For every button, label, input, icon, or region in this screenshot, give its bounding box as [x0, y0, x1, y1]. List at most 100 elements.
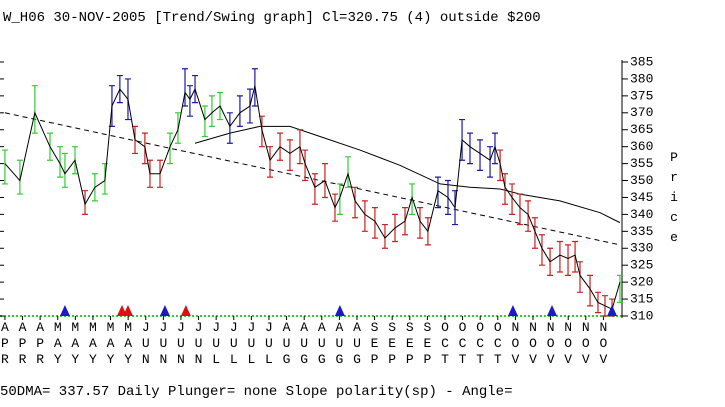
hilo-bar: [302, 149, 309, 182]
x-tick-label: AUG: [332, 320, 347, 368]
hilo-bar: [381, 223, 388, 249]
signal-triangle: [507, 305, 518, 316]
hilo-bar: [538, 234, 545, 266]
signal-triangle: [59, 305, 70, 316]
x-tick-label: MAY: [121, 320, 136, 368]
x-tick-label: OCT: [455, 320, 470, 368]
hilo-bar: [352, 186, 359, 219]
signal-triangle: [334, 305, 345, 316]
hilo-bar: [616, 274, 623, 304]
y-tick-label: 310: [630, 308, 653, 323]
hilo-bar: [371, 207, 378, 239]
hilo-bar: [516, 193, 523, 226]
x-tick-label: OCT: [473, 320, 488, 368]
hilo-bar: [556, 240, 563, 273]
signal-triangle: [180, 305, 191, 316]
hilo-bar: [267, 146, 274, 178]
signal-triangle: [159, 305, 170, 316]
hilo-bar: [336, 183, 343, 215]
hilo-bar: [1, 149, 8, 185]
hilo-bar: [577, 261, 584, 293]
x-tick-label: JUN: [156, 320, 171, 368]
y-axis-label: Price: [667, 150, 682, 250]
y-tick-label: 355: [630, 156, 653, 171]
trend-line: [4, 112, 621, 246]
y-tick-label: 375: [630, 88, 653, 103]
x-tick-label: OCT: [490, 320, 505, 368]
y-tick-label: 325: [630, 258, 653, 273]
y-tick-label: 350: [630, 173, 653, 188]
x-tick-label: JUN: [191, 320, 206, 368]
footer: 50DMA= 337.57 Daily Plunger= none Slope …: [0, 384, 512, 400]
y-tick-label: 385: [630, 54, 653, 69]
x-tick-label: MAY: [85, 320, 100, 368]
x-tick-label: JUL: [209, 320, 224, 368]
hilo-bar: [182, 68, 189, 107]
hilo-bar: [186, 85, 193, 117]
x-tick-label: OCT: [437, 320, 452, 368]
hilo-bar: [208, 95, 215, 127]
hilo-bar: [361, 200, 368, 232]
hilo-bar: [531, 217, 538, 249]
x-tick-label: SEP: [367, 320, 382, 368]
x-tick-label: AUG: [279, 320, 294, 368]
y-tick-label: 315: [630, 292, 653, 307]
hilo-bar: [487, 146, 494, 178]
x-tick-label: MAY: [68, 320, 83, 368]
y-tick-label: 320: [630, 275, 653, 290]
x-tick-label: SEP: [402, 320, 417, 368]
x-tick-label: JUL: [226, 320, 241, 368]
x-tick-label: NOV: [526, 320, 541, 368]
hilo-bar: [565, 244, 572, 276]
x-tick-label: APR: [0, 320, 12, 368]
chart-title: W_H06 30-NOV-2005 [Trend/Swing graph] Cl…: [3, 10, 541, 26]
hilo-bar: [502, 173, 509, 205]
hilo-bar: [31, 85, 38, 134]
hilo-bar: [345, 156, 352, 188]
x-tick-label: NOV: [596, 320, 611, 368]
x-tick-label: JUN: [138, 320, 153, 368]
x-tick-label: JUN: [173, 320, 188, 368]
hilo-bar: [16, 159, 23, 195]
y-tick-label: 360: [630, 139, 653, 154]
hilo-bar: [201, 105, 208, 138]
y-tick-label: 340: [630, 207, 653, 222]
x-tick-label: SEP: [385, 320, 400, 368]
y-tick-label: 335: [630, 224, 653, 239]
close-line: [4, 85, 621, 310]
y-tick-label: 330: [630, 241, 653, 256]
x-tick-label: MAY: [103, 320, 118, 368]
x-tick-label: JUL: [261, 320, 276, 368]
x-tick-label: APR: [33, 320, 48, 368]
y-tick-label: 365: [630, 122, 653, 137]
x-tick-label: NOV: [578, 320, 593, 368]
moving-average: [194, 125, 621, 224]
hilo-bar: [587, 274, 594, 307]
hilo-bar: [509, 183, 516, 215]
x-tick-label: AUG: [314, 320, 329, 368]
hilo-bar: [226, 112, 233, 144]
hilo-bar: [477, 139, 484, 171]
x-tick-label: AUG: [349, 320, 364, 368]
y-tick-label: 380: [630, 71, 653, 86]
hilo-bar: [466, 132, 473, 165]
hilo-bar: [61, 152, 68, 188]
signal-triangle: [607, 305, 618, 316]
x-tick-label: APR: [15, 320, 30, 368]
signal-triangle: [122, 305, 133, 316]
x-tick-label: NOV: [561, 320, 576, 368]
x-tick-label: JUL: [244, 320, 259, 368]
x-tick-label: MAY: [50, 320, 65, 368]
y-tick-label: 345: [630, 190, 653, 205]
hilo-bar: [167, 132, 174, 165]
hilo-bar: [311, 173, 318, 205]
hilo-bar: [286, 139, 293, 171]
y-tick-label: 370: [630, 105, 653, 120]
x-tick-label: NOV: [508, 320, 523, 368]
x-tick-label: AUG: [297, 320, 312, 368]
x-tick-label: SEP: [420, 320, 435, 368]
hilo-bar: [525, 200, 532, 232]
hilo-bar: [57, 146, 64, 178]
signal-triangle: [547, 305, 558, 316]
